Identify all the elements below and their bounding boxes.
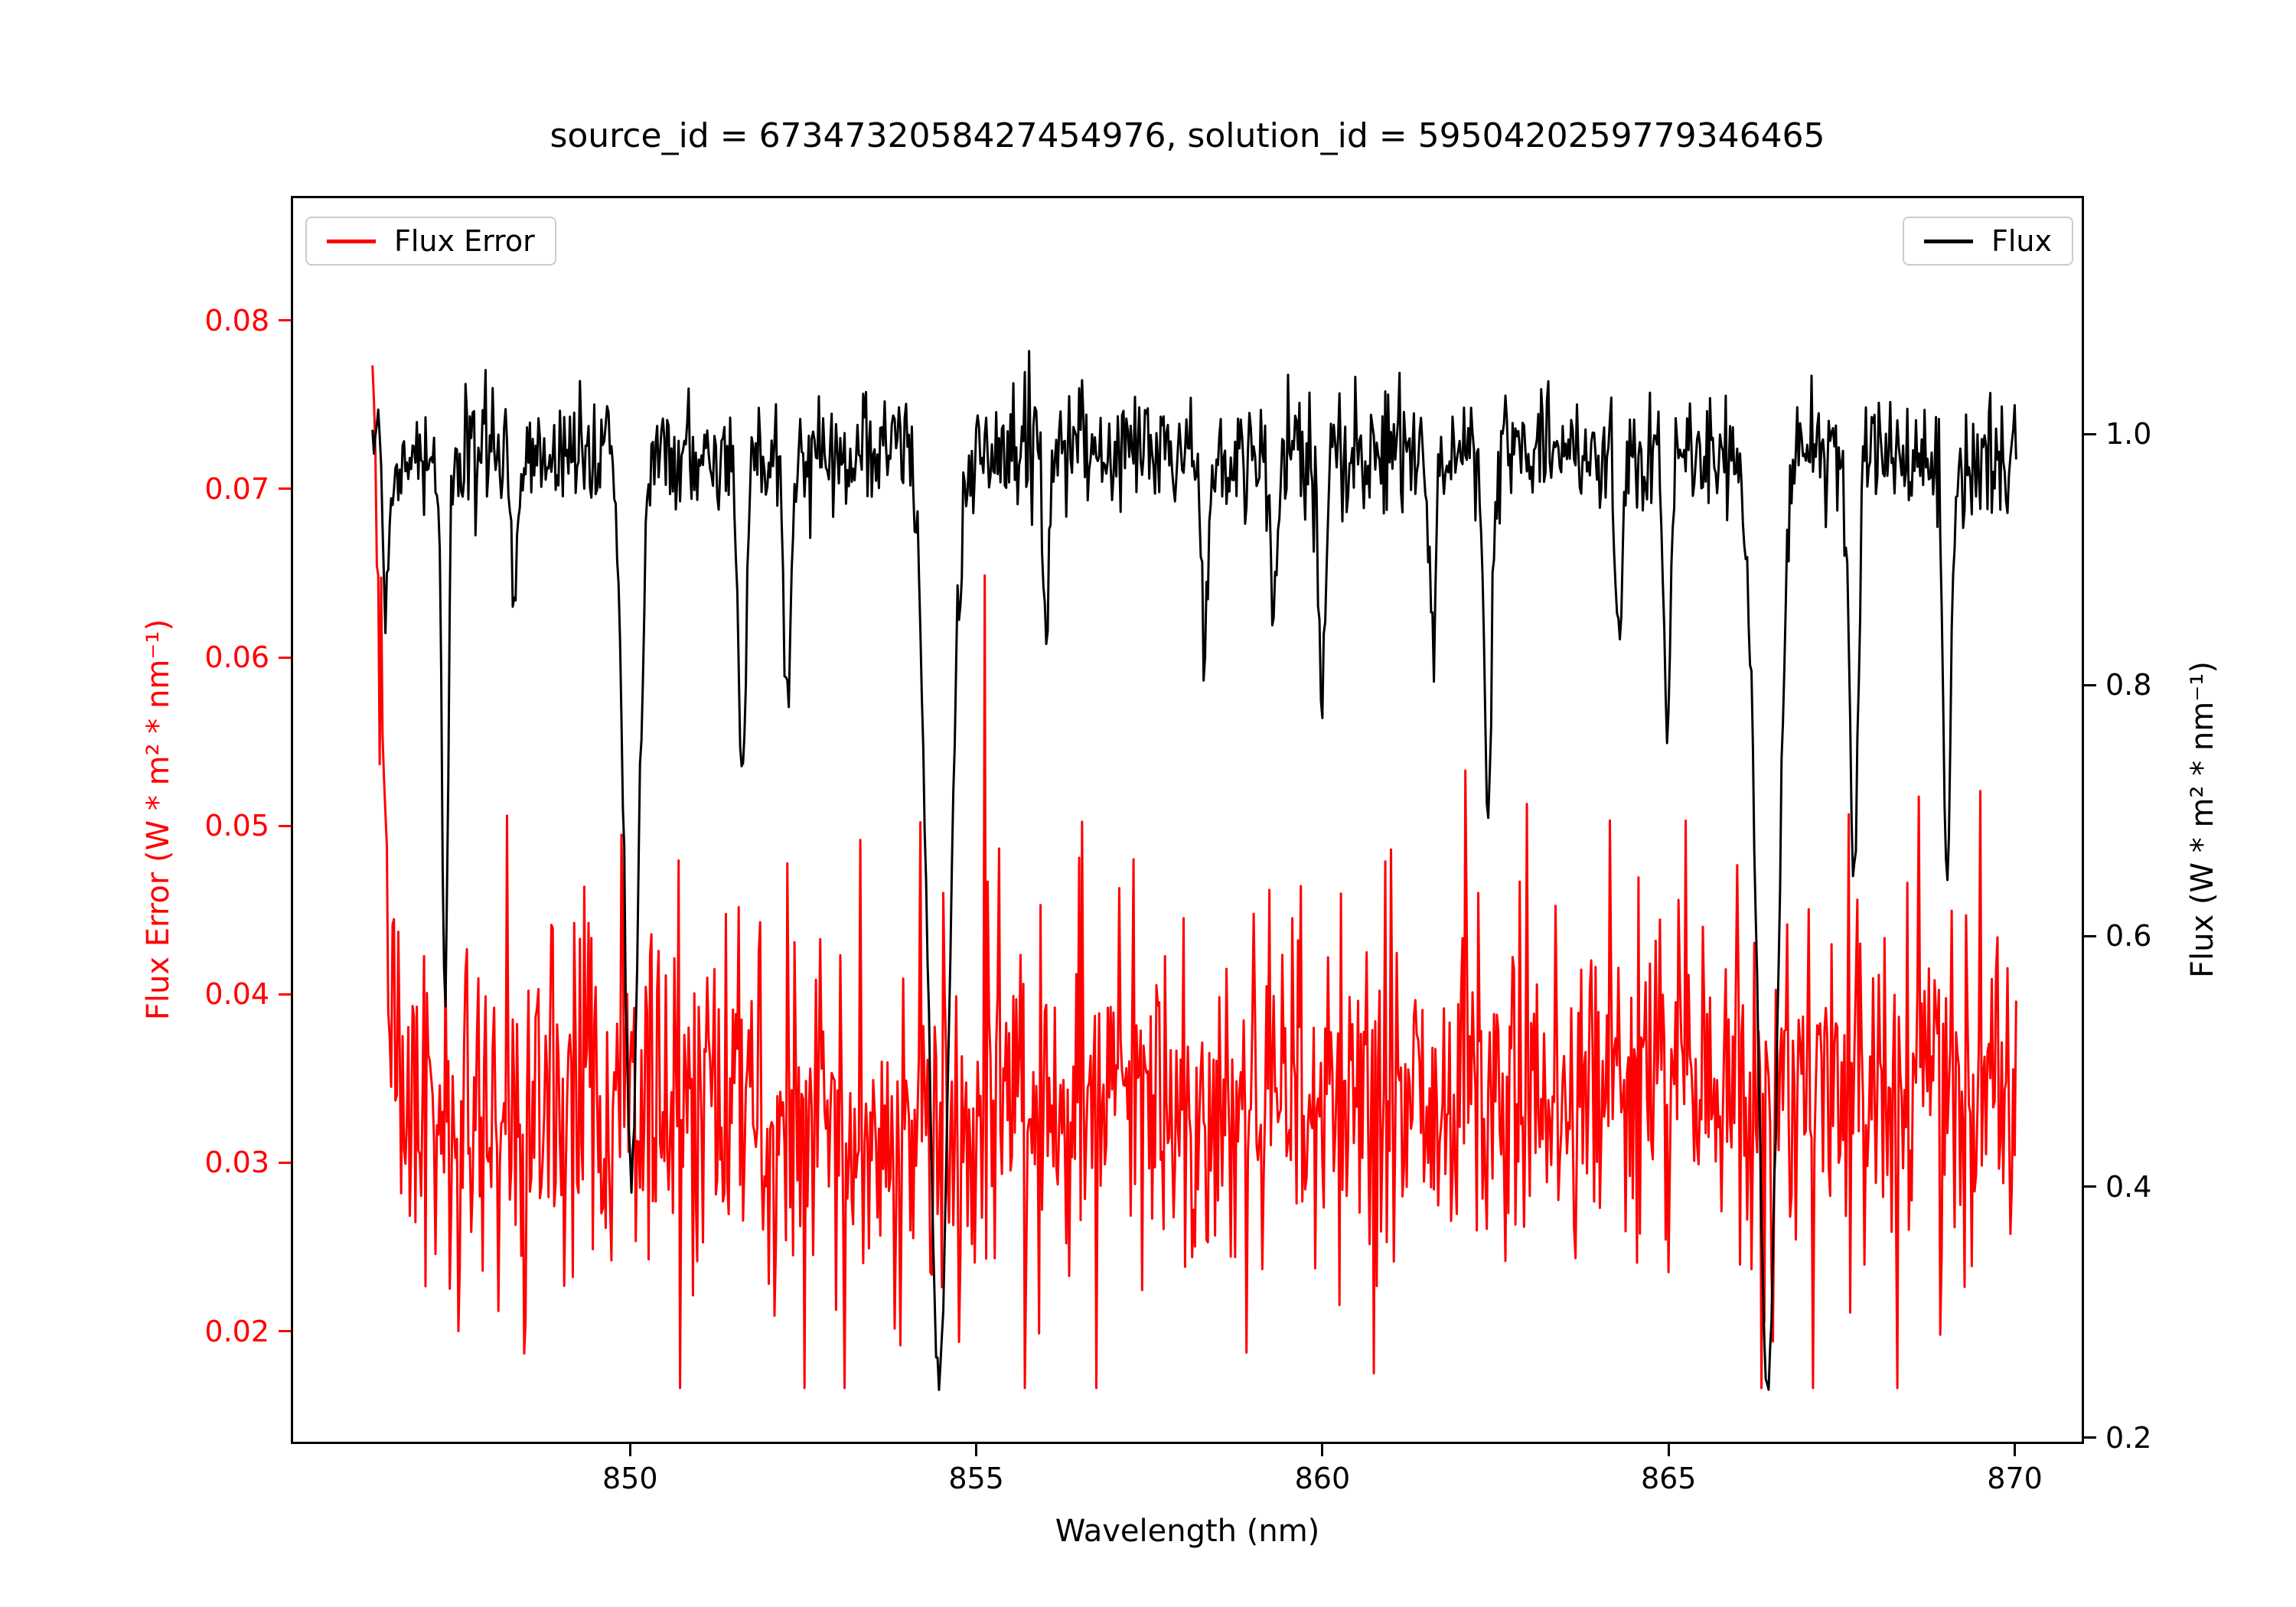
right-tick-label: 0.8 — [2105, 668, 2152, 702]
left-tick-mark — [279, 487, 291, 491]
left-tick-label: 0.03 — [204, 1146, 269, 1180]
left-tick-label: 0.07 — [204, 471, 269, 506]
right-tick-label: 0.2 — [2105, 1420, 2152, 1455]
x-tick-mark — [975, 1444, 978, 1456]
x-tick-mark — [1321, 1444, 1324, 1456]
flux-error-line-sample — [327, 239, 376, 243]
x-tick-label: 865 — [1640, 1462, 1697, 1495]
chart-title: source_id = 6734732058427454976, solutio… — [550, 116, 1825, 155]
right-tick-mark — [2084, 934, 2096, 937]
right-axis-label: Flux (W * m² * nm⁻¹) — [2185, 661, 2220, 978]
x-tick-label: 870 — [1987, 1462, 2043, 1495]
flux-series — [371, 350, 2017, 1391]
left-tick-mark — [279, 656, 291, 659]
flux-error-series — [371, 365, 2017, 1390]
right-tick-label: 0.6 — [2105, 919, 2152, 953]
left-tick-label: 0.05 — [204, 809, 269, 843]
right-tick-mark — [2084, 683, 2096, 686]
right-tick-label: 1.0 — [2105, 417, 2152, 451]
legend-flux: Flux — [1903, 217, 2073, 266]
right-tick-mark — [2084, 1185, 2096, 1188]
left-tick-mark — [279, 1330, 291, 1333]
left-tick-mark — [279, 824, 291, 827]
legend-flux-label: Flux — [1991, 224, 2052, 258]
left-tick-mark — [279, 993, 291, 996]
left-tick-label: 0.08 — [204, 303, 269, 337]
legend-flux-error-label: Flux Error — [394, 224, 535, 258]
x-tick-mark — [1667, 1444, 1670, 1456]
legend-flux-error: Flux Error — [305, 217, 556, 266]
right-tick-label: 0.4 — [2105, 1169, 2152, 1204]
x-tick-label: 855 — [948, 1462, 1004, 1495]
left-tick-label: 0.06 — [204, 641, 269, 675]
left-tick-mark — [279, 319, 291, 322]
x-tick-mark — [2014, 1444, 2017, 1456]
plot-area — [291, 196, 2084, 1444]
flux-line-sample — [1924, 239, 1973, 243]
series-canvas — [371, 350, 2017, 1391]
left-tick-label: 0.02 — [204, 1314, 269, 1348]
x-tick-label: 850 — [602, 1462, 658, 1495]
x-tick-mark — [628, 1444, 631, 1456]
left-axis-label: Flux Error (W * m² * nm⁻¹) — [141, 618, 176, 1021]
x-tick-label: 860 — [1294, 1462, 1351, 1495]
right-tick-mark — [2084, 432, 2096, 435]
x-axis-label: Wavelength (nm) — [1055, 1514, 1320, 1549]
left-tick-label: 0.04 — [204, 977, 269, 1012]
left-tick-mark — [279, 1161, 291, 1164]
right-tick-mark — [2084, 1436, 2096, 1439]
